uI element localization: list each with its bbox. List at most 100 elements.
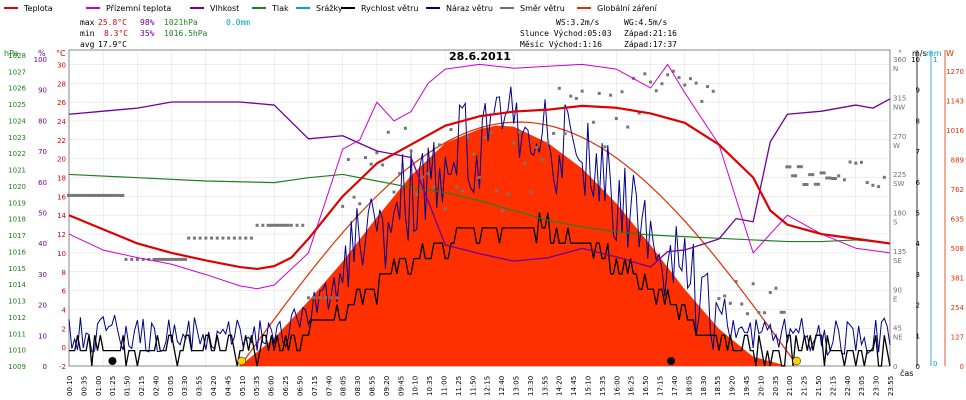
wind-direction-point bbox=[432, 185, 436, 189]
time-tick: 18:05 bbox=[685, 376, 693, 396]
legend-swatch bbox=[296, 7, 310, 9]
wind-direction-point bbox=[363, 156, 367, 160]
dir-tick: 360 bbox=[893, 56, 906, 64]
time-tick: 19:45 bbox=[743, 376, 751, 396]
wind-direction-point bbox=[67, 193, 73, 197]
hpa-tick: 1016 bbox=[8, 248, 26, 256]
wind-direction-point bbox=[728, 301, 732, 305]
stat-max-hum: 98% bbox=[140, 18, 155, 27]
wind-direction-point bbox=[101, 193, 108, 197]
wind-direction-point bbox=[72, 193, 79, 197]
time-tick: 03:30 bbox=[181, 376, 189, 396]
wind-direction-point bbox=[112, 193, 119, 197]
wind-direction-point bbox=[84, 193, 91, 197]
temp-tick: 16 bbox=[57, 193, 66, 201]
pct-tick: 40 bbox=[38, 240, 47, 248]
wind-direction-point bbox=[375, 151, 379, 155]
ms-tick: 7 bbox=[916, 148, 920, 156]
legend-label: Náraz větru bbox=[446, 4, 493, 13]
w-tick: 0 bbox=[960, 363, 964, 371]
wind-direction-point bbox=[597, 91, 601, 95]
wind-direction-point bbox=[124, 257, 128, 261]
time-tick: 21:50 bbox=[815, 376, 823, 396]
axis-unit-mm: mm bbox=[926, 49, 942, 58]
stat-wg: WG:4.5m/s bbox=[624, 18, 668, 27]
time-tick: 16:50 bbox=[642, 376, 650, 396]
sunset-marker bbox=[792, 356, 801, 366]
time-tick: 06:00 bbox=[268, 376, 276, 396]
time-tick: 07:15 bbox=[311, 376, 319, 396]
stat-label: avg bbox=[80, 40, 95, 49]
temp-tick: 26 bbox=[57, 99, 66, 107]
wind-direction-point bbox=[751, 282, 755, 286]
wind-direction-point bbox=[882, 175, 886, 179]
wind-direction-point bbox=[535, 145, 539, 149]
wind-direction-point bbox=[358, 202, 362, 206]
time-tick: 21:25 bbox=[801, 376, 809, 396]
legend-swatch bbox=[500, 7, 514, 9]
time-tick: 11:50 bbox=[469, 376, 477, 396]
hpa-tick: 1026 bbox=[8, 85, 26, 93]
wind-direction-point bbox=[204, 236, 208, 240]
wind-direction-point bbox=[249, 236, 253, 240]
wind-direction-point bbox=[671, 69, 675, 73]
wind-direction-point bbox=[261, 223, 265, 227]
wind-direction-point bbox=[118, 193, 125, 197]
wind-direction-point bbox=[135, 257, 139, 261]
axis-unit-hpa: hPa bbox=[4, 49, 19, 58]
wind-direction-point bbox=[688, 77, 692, 81]
time-tick: 02:15 bbox=[138, 376, 146, 396]
series-line-tlak bbox=[68, 173, 891, 244]
wind-direction-point bbox=[574, 96, 578, 100]
wind-direction-point bbox=[352, 195, 356, 199]
hpa-tick: 1018 bbox=[8, 216, 26, 224]
wind-direction-point bbox=[830, 176, 837, 180]
wind-direction-point bbox=[763, 311, 767, 315]
wind-direction-point bbox=[295, 223, 299, 227]
w-tick: 889 bbox=[951, 156, 964, 164]
wind-direction-point bbox=[403, 126, 407, 130]
hpa-tick: 1012 bbox=[8, 314, 26, 322]
ms-tick: 8 bbox=[916, 117, 920, 125]
wind-direction-point bbox=[813, 182, 820, 186]
wind-direction-point bbox=[654, 89, 658, 93]
wind-direction-point bbox=[620, 90, 624, 94]
time-tick: 01:00 bbox=[95, 376, 103, 396]
w-tick: 1016 bbox=[946, 127, 964, 135]
axis-unit-ms: m/s bbox=[912, 49, 927, 58]
stat-min-press: 1016.5hPa bbox=[164, 29, 208, 38]
wind-direction-point bbox=[523, 161, 527, 165]
wind-direction-point bbox=[842, 178, 846, 182]
wind-direction-point bbox=[306, 296, 310, 300]
sunrise-marker bbox=[237, 356, 247, 366]
wind-direction-point bbox=[592, 120, 596, 124]
time-tick: 23:30 bbox=[873, 376, 881, 396]
time-tick: 09:20 bbox=[383, 376, 391, 396]
pct-tick: 30 bbox=[38, 271, 47, 279]
wind-direction-point bbox=[489, 131, 493, 135]
wind-direction-point bbox=[563, 132, 567, 136]
time-tick: 00:35 bbox=[80, 376, 88, 396]
w-tick: 254 bbox=[951, 304, 965, 312]
legend-swatch bbox=[341, 7, 355, 9]
wind-direction-point bbox=[580, 89, 584, 93]
wind-direction-point bbox=[740, 302, 744, 306]
wind-direction-point bbox=[734, 280, 738, 284]
wind-direction-point bbox=[495, 189, 499, 193]
wind-direction-point bbox=[859, 160, 863, 164]
ms-tick: 6 bbox=[916, 179, 921, 187]
moonset-marker bbox=[667, 357, 676, 365]
wind-direction-point bbox=[449, 128, 453, 132]
pct-tick: 80 bbox=[38, 117, 47, 125]
wind-direction-point bbox=[409, 149, 413, 153]
pct-tick: 100 bbox=[34, 56, 47, 64]
wind-direction-point bbox=[745, 312, 749, 316]
wind-direction-point bbox=[609, 93, 613, 97]
pct-tick: 60 bbox=[38, 179, 47, 187]
wind-direction-point bbox=[329, 296, 333, 300]
wind-direction-point bbox=[89, 193, 96, 197]
axis-unit-deg: ° bbox=[898, 49, 902, 58]
stat-moonset: Západ:17:37 bbox=[624, 40, 677, 49]
time-tick: 04:20 bbox=[210, 376, 218, 396]
